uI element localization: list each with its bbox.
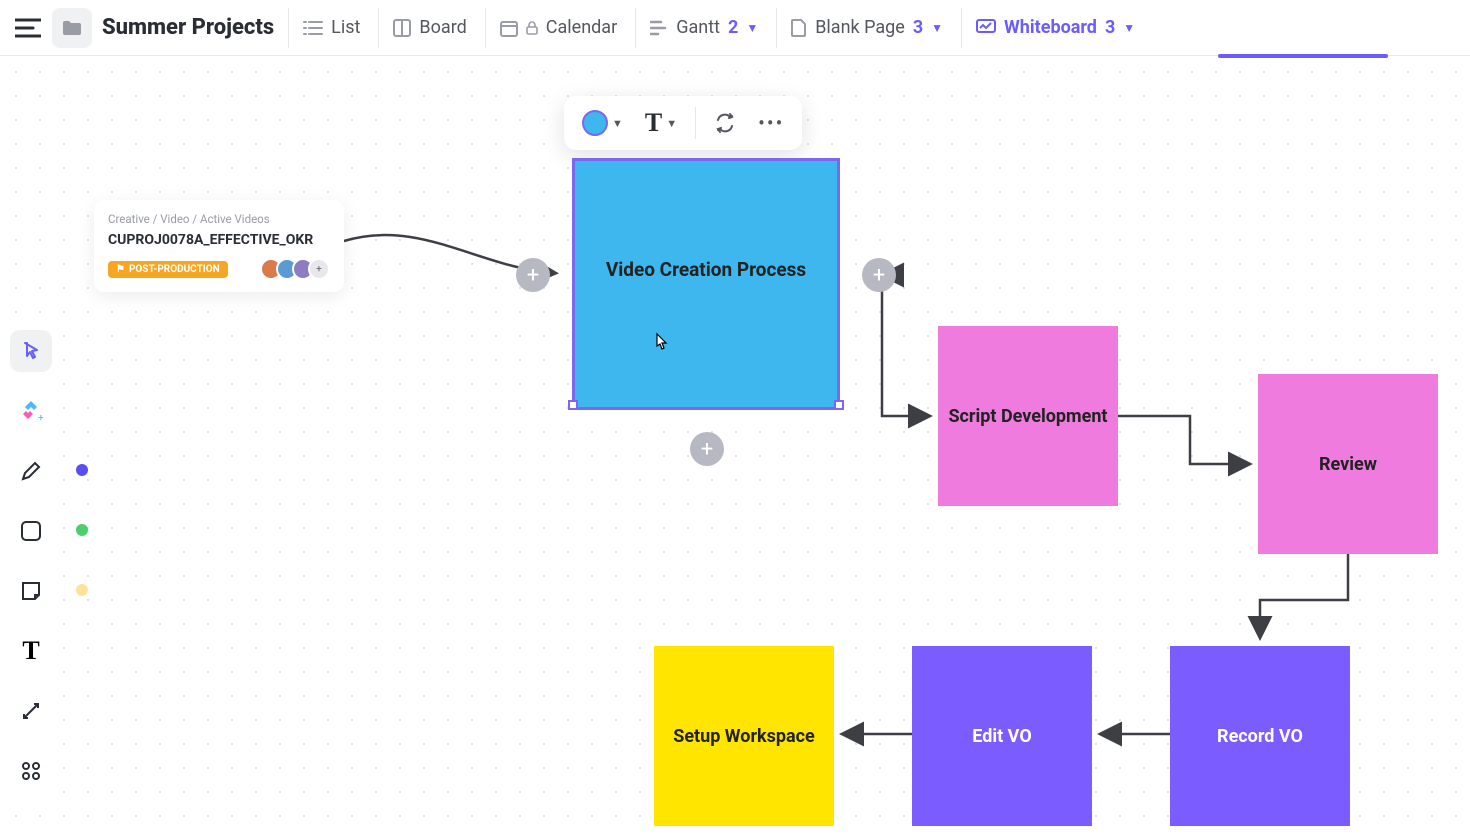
page-title: Summer Projects bbox=[102, 15, 274, 40]
shape-more-button[interactable]: ••• bbox=[750, 105, 792, 141]
whiteboard-canvas[interactable]: Creative / Video / Active Videos CUPROJ0… bbox=[0, 56, 1470, 834]
tab-blank-page[interactable]: Blank Page 3 ▼ bbox=[776, 8, 957, 48]
tool-connector[interactable] bbox=[10, 690, 52, 732]
add-connection-button[interactable]: + bbox=[862, 258, 896, 292]
whiteboard-toolbox: + T bbox=[0, 320, 62, 802]
more-icon: ••• bbox=[758, 111, 784, 135]
chevron-down-icon: ▼ bbox=[931, 21, 943, 35]
node-label: Script Development bbox=[948, 406, 1107, 427]
resize-handle[interactable] bbox=[568, 400, 578, 410]
tab-badge: 3 bbox=[913, 17, 923, 38]
gantt-icon bbox=[650, 20, 668, 36]
task-footer: ⚑ POST-PRODUCTION + bbox=[108, 258, 330, 280]
svg-text:+: + bbox=[38, 413, 43, 423]
chevron-down-icon: ▼ bbox=[746, 21, 758, 35]
tool-clickup-shapes[interactable]: + bbox=[10, 390, 52, 432]
swap-icon bbox=[714, 112, 736, 134]
pen-icon bbox=[20, 460, 42, 482]
node-label: Review bbox=[1319, 454, 1377, 475]
node-video[interactable]: Video Creation Process bbox=[572, 158, 840, 410]
whiteboard-icon bbox=[976, 19, 996, 37]
calendar-icon bbox=[500, 19, 518, 37]
tab-gantt[interactable]: Gantt 2 ▼ bbox=[635, 8, 772, 48]
tool-pen[interactable] bbox=[10, 450, 52, 492]
tab-board[interactable]: Board bbox=[378, 8, 480, 48]
task-title: CUPROJ0078A_EFFECTIVE_OKR bbox=[108, 232, 330, 248]
node-review[interactable]: Review bbox=[1258, 374, 1438, 554]
color-indicator bbox=[76, 464, 88, 476]
color-indicator bbox=[76, 524, 88, 536]
add-connection-button[interactable]: + bbox=[690, 432, 724, 466]
tab-calendar[interactable]: Calendar bbox=[485, 8, 631, 48]
text-icon: T bbox=[645, 108, 662, 138]
lock-icon bbox=[526, 21, 538, 35]
menu-toggle-button[interactable] bbox=[8, 8, 48, 48]
connector-icon bbox=[20, 700, 42, 722]
tool-more-apps[interactable] bbox=[10, 750, 52, 792]
chevron-down-icon: ▼ bbox=[1123, 21, 1135, 35]
tab-list[interactable]: List bbox=[288, 8, 374, 48]
tab-whiteboard[interactable]: Whiteboard 3 ▼ bbox=[961, 8, 1149, 48]
node-label: Video Creation Process bbox=[606, 258, 806, 281]
tool-select[interactable] bbox=[10, 330, 52, 372]
cursor-icon bbox=[20, 340, 42, 362]
shape-text-button[interactable]: T ▼ bbox=[637, 102, 685, 144]
shape-color-button[interactable]: ▼ bbox=[574, 104, 631, 142]
clickup-icon: + bbox=[19, 399, 43, 423]
apps-icon bbox=[20, 760, 42, 782]
folder-icon bbox=[52, 8, 92, 48]
chevron-down-icon: ▼ bbox=[612, 117, 623, 130]
tab-label: Whiteboard bbox=[1004, 17, 1097, 38]
avatar: + bbox=[308, 258, 330, 280]
tool-text[interactable]: T bbox=[10, 630, 52, 672]
color-indicator bbox=[76, 584, 88, 596]
text-icon: T bbox=[22, 636, 39, 666]
tool-sticky[interactable] bbox=[10, 570, 52, 612]
resize-handle[interactable] bbox=[834, 400, 844, 410]
sticky-icon bbox=[20, 580, 42, 602]
node-label: Setup Workspace bbox=[673, 726, 815, 747]
tab-label: Board bbox=[419, 17, 466, 38]
board-icon bbox=[393, 19, 411, 37]
node-label: Edit VO bbox=[972, 726, 1031, 747]
status-label: POST-PRODUCTION bbox=[129, 264, 220, 275]
tab-badge: 3 bbox=[1105, 17, 1115, 38]
status-badge: ⚑ POST-PRODUCTION bbox=[108, 261, 228, 278]
doc-icon bbox=[791, 19, 807, 37]
tab-label: List bbox=[331, 17, 360, 38]
app-header: Summer Projects List Board Calendar Gant… bbox=[0, 0, 1470, 56]
task-card[interactable]: Creative / Video / Active Videos CUPROJ0… bbox=[94, 200, 344, 292]
node-record[interactable]: Record VO bbox=[1170, 646, 1350, 826]
list-icon bbox=[303, 20, 323, 36]
node-script[interactable]: Script Development bbox=[938, 326, 1118, 506]
node-edit[interactable]: Edit VO bbox=[912, 646, 1092, 826]
tab-label: Blank Page bbox=[815, 17, 905, 38]
tab-label: Calendar bbox=[546, 17, 617, 38]
node-label: Record VO bbox=[1217, 726, 1303, 747]
add-connection-button[interactable]: + bbox=[516, 258, 550, 292]
shape-toolbar: ▼ T ▼ ••• bbox=[564, 96, 802, 150]
node-setup[interactable]: Setup Workspace bbox=[654, 646, 834, 826]
chevron-down-icon: ▼ bbox=[666, 117, 677, 130]
shape-swap-button[interactable] bbox=[706, 106, 744, 140]
tab-label: Gantt bbox=[676, 17, 720, 38]
tab-badge: 2 bbox=[728, 17, 738, 38]
rectangle-icon bbox=[20, 520, 42, 542]
task-breadcrumb: Creative / Video / Active Videos bbox=[108, 212, 330, 226]
flag-icon: ⚑ bbox=[116, 264, 125, 275]
color-swatch bbox=[582, 110, 608, 136]
assignee-avatars[interactable]: + bbox=[266, 258, 330, 280]
separator bbox=[695, 107, 696, 139]
tool-rectangle[interactable] bbox=[10, 510, 52, 552]
